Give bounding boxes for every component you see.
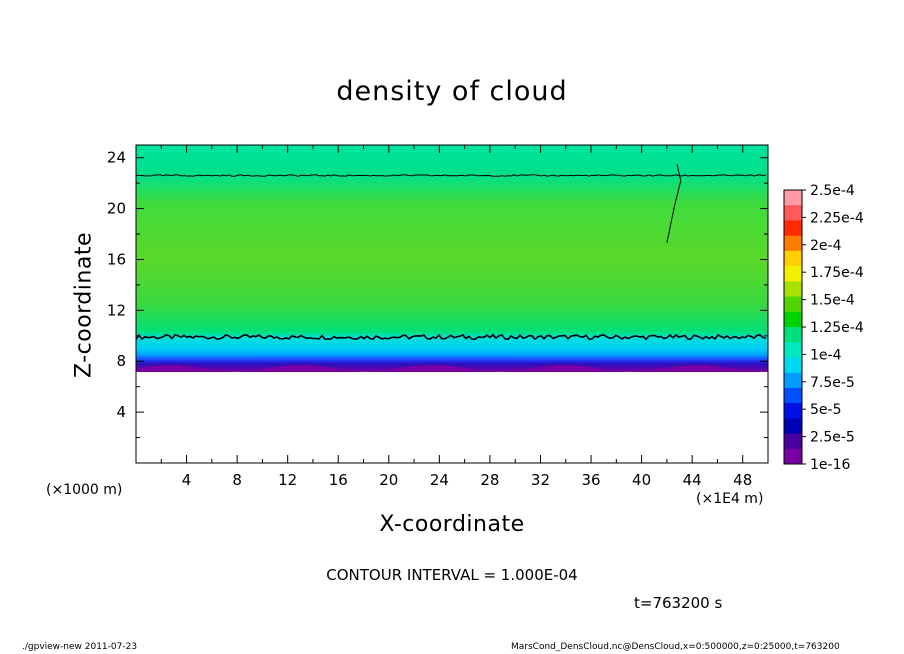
colorbar-cell xyxy=(784,250,802,267)
x-tick-label: 4 xyxy=(182,471,192,489)
colorbar-cell xyxy=(784,342,802,358)
density-field xyxy=(136,145,768,372)
footer-right-text: MarsCond_DensCloud.nc@DensCloud,x=0:5000… xyxy=(511,642,840,652)
colorbar-cell xyxy=(784,418,802,435)
colorbar-cell xyxy=(784,220,802,237)
x-tick-label: 20 xyxy=(379,471,398,489)
x-tick-label: 40 xyxy=(632,471,651,489)
x-tick-label: 48 xyxy=(733,471,752,489)
colorbar-cell xyxy=(784,296,802,313)
colorbar-label: 2e-4 xyxy=(810,238,842,254)
x-tick-label: 12 xyxy=(278,471,297,489)
cloud-base-band xyxy=(136,365,768,373)
y-tick-label: 8 xyxy=(116,352,126,370)
x-tick-label: 36 xyxy=(581,471,600,489)
colorbar-label: 2.25e-4 xyxy=(810,210,864,226)
colorbar-label: 1.75e-4 xyxy=(810,265,864,281)
colorbar-cell xyxy=(784,311,802,328)
y-tick-label: 16 xyxy=(107,250,126,268)
colorbar-cell xyxy=(784,235,802,252)
colorbar-cell xyxy=(784,327,802,343)
contour-interval-label: CONTOUR INTERVAL = 1.000E-04 xyxy=(326,566,578,584)
y-tick-label: 4 xyxy=(116,403,126,421)
colorbar-label: 1.5e-4 xyxy=(810,293,855,309)
colorbar-label: 5e-5 xyxy=(810,402,841,418)
x-axis-unit: (×1000 m) xyxy=(46,482,123,498)
contour-plume xyxy=(666,163,682,244)
x-tick-label: 16 xyxy=(329,471,348,489)
colorbar-cell xyxy=(784,190,802,206)
y-tick-label: 12 xyxy=(107,301,126,319)
y-tick-label: 24 xyxy=(107,149,126,167)
colorbar-cell xyxy=(784,281,802,298)
contour-line-2 xyxy=(136,174,767,177)
colorbar-label: 7.5e-5 xyxy=(810,375,855,391)
colorbar-label: 1.25e-4 xyxy=(810,320,864,336)
x-tick-label: 28 xyxy=(480,471,499,489)
x-tick-label: 8 xyxy=(232,471,242,489)
x-tick-label: 44 xyxy=(683,471,702,489)
footer-left-text: ./gpview-new 2011-07-23 xyxy=(22,642,138,652)
x-axis-unit-secondary: (×1E4 m) xyxy=(696,491,764,507)
colorbar-label: 2.5e-5 xyxy=(810,430,855,446)
colorbar-cell xyxy=(784,357,802,374)
contour-line-1 xyxy=(135,333,767,341)
plot-frame xyxy=(135,144,769,464)
x-tick-label: 24 xyxy=(430,471,449,489)
y-tick-label: 20 xyxy=(107,200,126,218)
colorbar-cell xyxy=(784,433,802,450)
colorbar-cell xyxy=(784,205,802,221)
x-tick-label: 32 xyxy=(531,471,550,489)
time-label: t=763200 s xyxy=(634,594,723,612)
y-axis-label: Z-coordinate xyxy=(71,232,97,378)
colorbar-label: 1e-4 xyxy=(810,347,842,363)
chart-title: density of cloud xyxy=(336,76,568,107)
x-axis-label: X-coordinate xyxy=(379,512,525,537)
colorbar-cell xyxy=(784,403,802,419)
colorbar-cell xyxy=(784,448,802,465)
colorbar-cell xyxy=(784,266,802,282)
colorbar-cell xyxy=(784,372,802,389)
colorbar-label: 2.5e-4 xyxy=(810,183,855,199)
colorbar-label: 1e-16 xyxy=(810,457,850,473)
colorbar-cell xyxy=(784,387,802,404)
